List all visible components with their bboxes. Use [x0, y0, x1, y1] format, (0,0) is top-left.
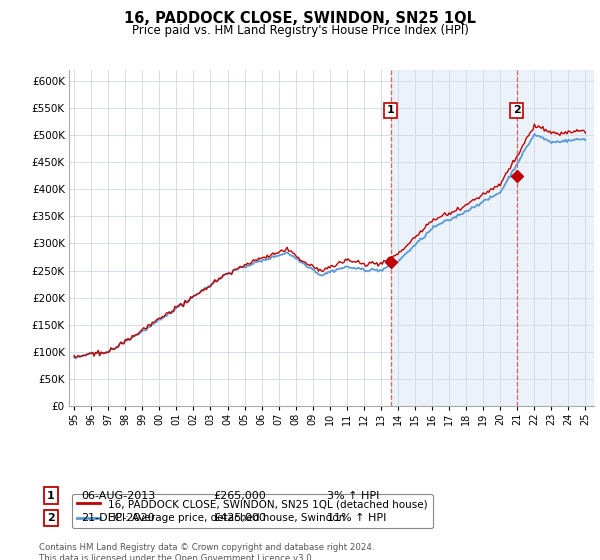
Text: Contains HM Land Registry data © Crown copyright and database right 2024.
This d: Contains HM Land Registry data © Crown c…	[39, 543, 374, 560]
Text: 11% ↑ HPI: 11% ↑ HPI	[327, 513, 386, 523]
Text: 2: 2	[513, 105, 521, 115]
Text: 3% ↑ HPI: 3% ↑ HPI	[327, 491, 379, 501]
Text: 16, PADDOCK CLOSE, SWINDON, SN25 1QL: 16, PADDOCK CLOSE, SWINDON, SN25 1QL	[124, 11, 476, 26]
Text: £265,000: £265,000	[213, 491, 266, 501]
Text: 2: 2	[47, 513, 55, 523]
Text: Price paid vs. HM Land Registry's House Price Index (HPI): Price paid vs. HM Land Registry's House …	[131, 24, 469, 36]
Text: 21-DEC-2020: 21-DEC-2020	[81, 513, 155, 523]
Text: 06-AUG-2013: 06-AUG-2013	[81, 491, 155, 501]
Legend: 16, PADDOCK CLOSE, SWINDON, SN25 1QL (detached house), HPI: Average price, detac: 16, PADDOCK CLOSE, SWINDON, SN25 1QL (de…	[71, 494, 433, 529]
Text: £425,000: £425,000	[213, 513, 266, 523]
Text: 1: 1	[387, 105, 395, 115]
Text: 1: 1	[47, 491, 55, 501]
Bar	[391, 70, 594, 406]
